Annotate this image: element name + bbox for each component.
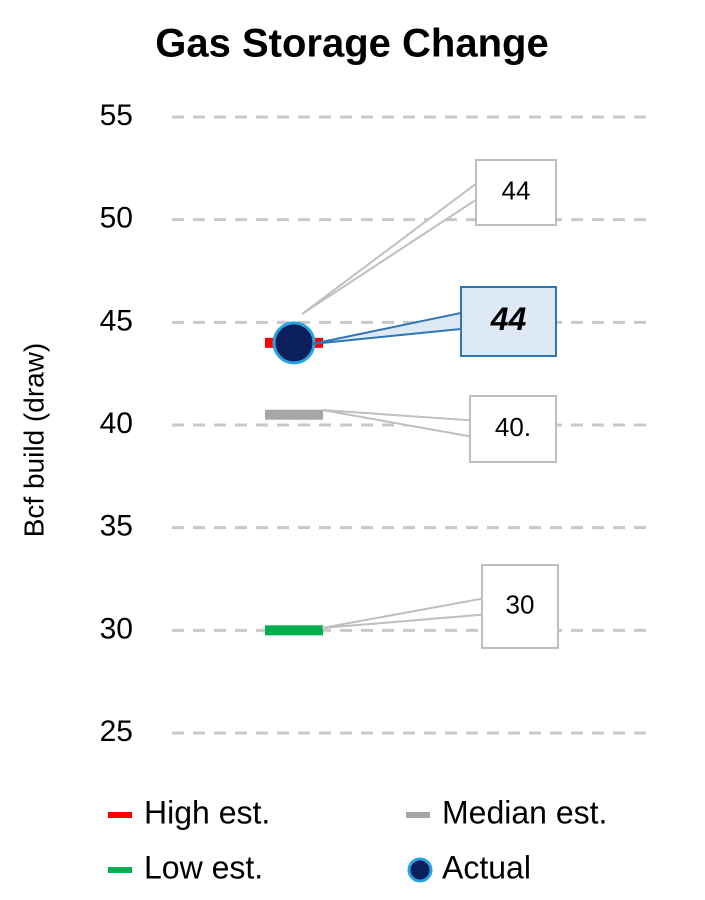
value-label: 44: [502, 175, 531, 205]
callout-pointer: [311, 311, 462, 345]
legend-swatch: [108, 867, 132, 873]
callout-pointer: [301, 181, 477, 315]
callout-pointer: [321, 409, 471, 438]
value-label: 30: [506, 589, 535, 619]
y-tick-label: 25: [100, 715, 133, 748]
legend-swatch: [406, 812, 430, 818]
callout-box: [481, 564, 559, 649]
y-axis-title: Bcf build (draw): [18, 343, 49, 538]
legend-label: Actual: [442, 849, 531, 885]
chart-title: Gas Storage Change: [155, 22, 548, 66]
callout-box: [475, 159, 557, 226]
callout-box: [469, 395, 557, 463]
legend-label: Low est.: [144, 849, 263, 885]
y-tick-label: 40: [100, 407, 133, 440]
callout-pointer: [321, 597, 483, 629]
value-label: 40.: [495, 412, 531, 442]
legend-label: Median est.: [442, 794, 607, 830]
legend-swatch: [108, 812, 132, 818]
y-tick-label: 50: [100, 202, 133, 235]
estimate-dash: [265, 409, 323, 420]
y-tick-label: 55: [100, 99, 133, 132]
legend-label: High est.: [144, 794, 270, 830]
actual-marker: [272, 321, 316, 365]
estimate-dash: [265, 625, 323, 636]
callout-box: [460, 286, 557, 357]
y-tick-label: 30: [100, 612, 133, 645]
y-tick-label: 45: [100, 304, 133, 337]
legend-swatch: [407, 857, 433, 883]
value-label: 44: [490, 301, 527, 337]
y-tick-label: 35: [100, 510, 133, 543]
